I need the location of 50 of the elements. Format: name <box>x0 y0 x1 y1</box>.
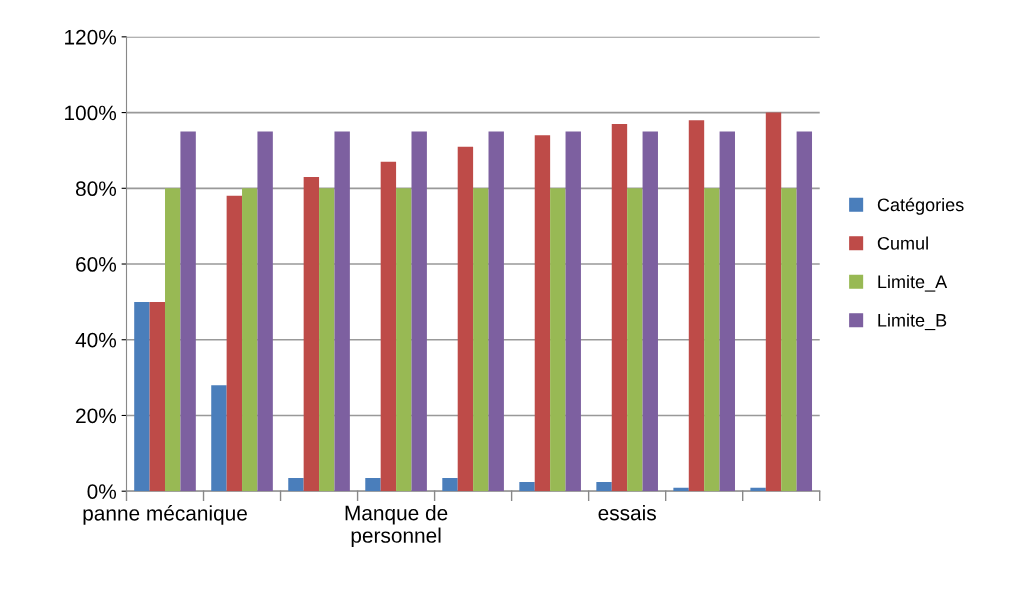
legend-label: Limite_A <box>878 274 948 292</box>
bar <box>442 477 458 492</box>
bar <box>396 188 412 492</box>
y-tick-label: 80% <box>75 181 117 197</box>
bar <box>334 131 350 492</box>
bar <box>750 487 766 492</box>
bar <box>765 112 782 492</box>
y-tick-label: 20% <box>76 408 117 424</box>
bar <box>627 188 643 492</box>
bar <box>688 120 705 492</box>
x-tick-label: essais <box>598 505 656 521</box>
bar <box>781 188 797 492</box>
bar <box>611 123 628 492</box>
x-tick-label: panne mécanique <box>83 505 247 525</box>
x-tick-label: Manque de personnel <box>345 505 448 547</box>
y-tick-label: 100% <box>65 105 117 121</box>
bar <box>550 188 566 492</box>
bar <box>180 131 196 492</box>
y-tick-label: 60% <box>76 257 117 272</box>
bar <box>673 487 689 492</box>
bar <box>534 135 551 492</box>
bar <box>596 482 612 492</box>
bar <box>226 195 243 492</box>
legend-label: Cumul <box>877 236 928 250</box>
bar <box>796 131 813 492</box>
bar <box>457 146 474 492</box>
bar <box>319 188 335 492</box>
bar <box>411 131 427 492</box>
y-tick-label: 120% <box>65 29 117 45</box>
bar <box>365 477 381 492</box>
bar <box>642 131 658 492</box>
bar <box>473 188 489 492</box>
bar <box>519 482 535 492</box>
bar <box>704 188 720 492</box>
bar <box>303 176 320 492</box>
bar <box>380 161 397 492</box>
legend-label: Limite_B <box>878 313 947 331</box>
legend-label: Catégories <box>877 197 964 215</box>
bar <box>165 188 181 492</box>
bar <box>242 188 258 492</box>
bar <box>288 477 304 492</box>
y-tick-label: 40% <box>75 332 117 348</box>
bar <box>149 301 166 492</box>
bar <box>565 131 581 492</box>
bar <box>211 385 227 492</box>
bar <box>134 301 150 492</box>
bar <box>488 131 504 492</box>
y-tick-label: 0% <box>87 484 117 499</box>
bar <box>257 131 273 492</box>
bar <box>719 131 735 492</box>
